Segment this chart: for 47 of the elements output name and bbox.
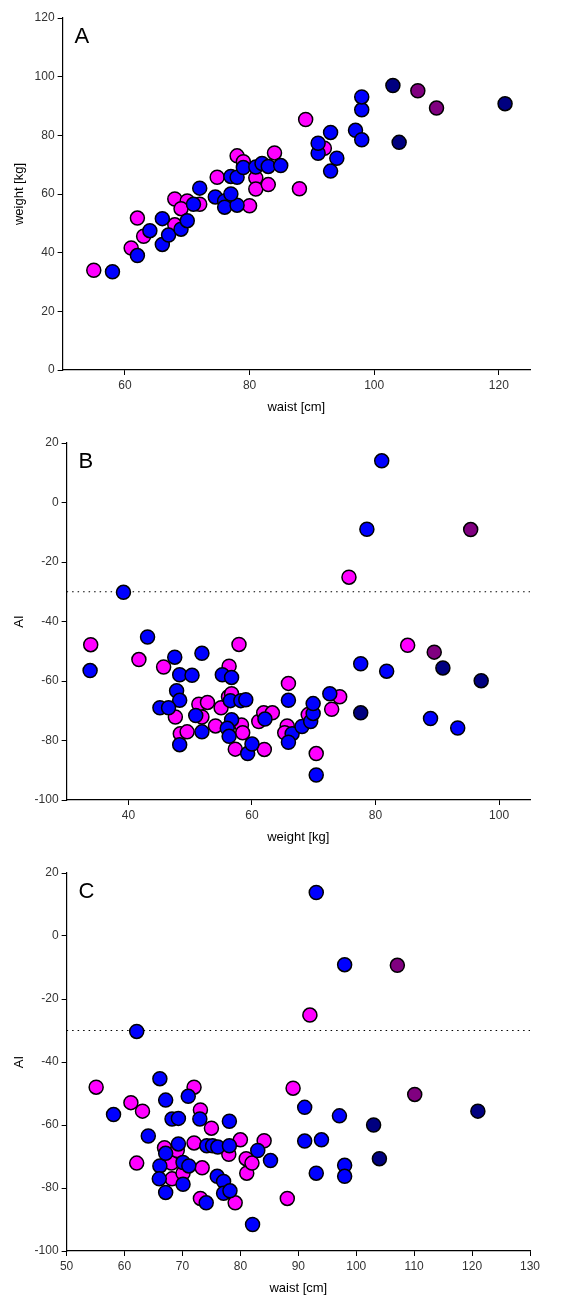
x-tick-label: 130 <box>519 1258 541 1273</box>
x-axis-title: waist [cm] <box>268 1279 328 1295</box>
x-tick-label: 60 <box>118 377 132 392</box>
y-tick-label: 40 <box>41 244 55 259</box>
x-tick-label: 100 <box>364 377 385 392</box>
y-tick-label: -40 <box>41 613 59 628</box>
y-tick-label: -100 <box>34 792 59 807</box>
x-tick-label: 90 <box>291 1258 306 1273</box>
y-tick-label: 20 <box>41 303 55 318</box>
y-axis-title: weight [kg] <box>11 162 27 227</box>
y-tick-label: -100 <box>34 1243 59 1258</box>
y-tick-label: 20 <box>45 865 59 880</box>
chart-title: B <box>78 448 94 474</box>
x-tick-label: 40 <box>121 807 136 822</box>
y-tick-label: 0 <box>51 928 59 943</box>
x-tick-label: 60 <box>117 1258 132 1273</box>
y-tick-label: -60 <box>41 1117 59 1132</box>
y-tick-label: -80 <box>41 1180 59 1195</box>
y-tick-label: -60 <box>41 673 59 688</box>
y-axis-title: AI <box>11 615 27 628</box>
y-tick-label: 0 <box>47 362 55 377</box>
x-tick-label: 100 <box>346 1258 367 1273</box>
x-tick-label: 120 <box>488 377 510 392</box>
x-tick-label: 80 <box>368 807 383 822</box>
y-tick-label: 120 <box>34 10 55 25</box>
y-tick-label: 100 <box>34 68 55 83</box>
x-axis-title: weight [kg] <box>266 828 330 844</box>
y-tick-label: 60 <box>41 186 55 201</box>
chart-title: A <box>74 23 90 49</box>
x-tick-label: 70 <box>175 1258 190 1273</box>
y-tick-label: -80 <box>41 732 59 747</box>
x-tick-label: 80 <box>242 377 257 392</box>
x-tick-label: 60 <box>245 807 259 822</box>
y-tick-label: 0 <box>51 494 59 509</box>
x-axis-title: waist [cm] <box>266 398 326 414</box>
y-tick-label: -20 <box>41 991 59 1006</box>
x-tick-label: 110 <box>404 1258 425 1273</box>
y-tick-label: 20 <box>45 435 59 450</box>
y-tick-label: -20 <box>41 554 59 569</box>
x-tick-label: 100 <box>489 807 510 822</box>
y-tick-label: 80 <box>41 127 55 142</box>
x-tick-label: 50 <box>59 1258 74 1273</box>
x-tick-label: 120 <box>462 1258 483 1273</box>
y-axis-title: AI <box>11 1055 27 1069</box>
chart-title: C <box>78 878 95 904</box>
y-tick-label: -40 <box>41 1054 59 1069</box>
x-tick-label: 80 <box>233 1258 248 1273</box>
